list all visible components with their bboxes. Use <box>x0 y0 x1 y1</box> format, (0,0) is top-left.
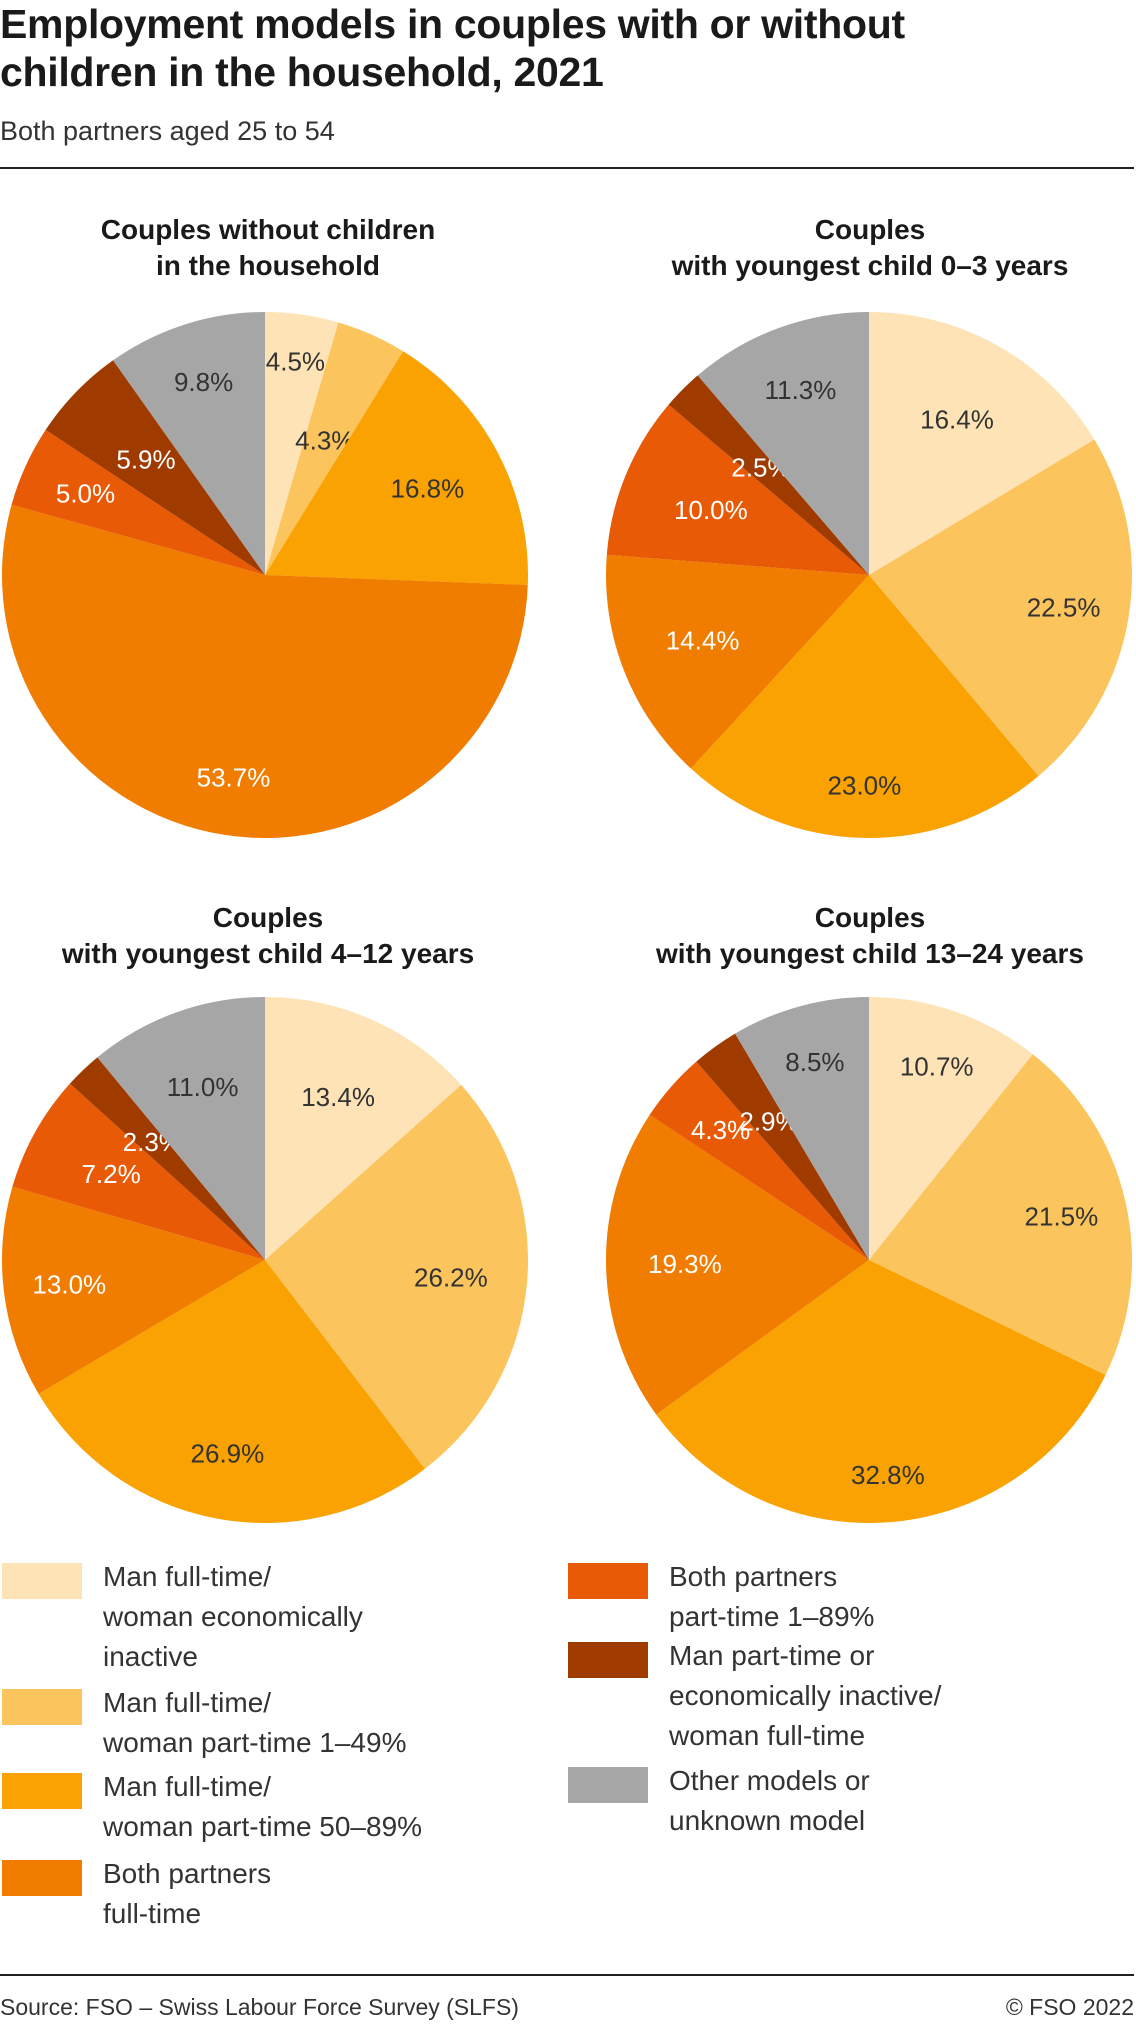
slice-value-label: 9.8% <box>174 367 233 397</box>
legend-label: Other models or unknown model <box>669 1765 870 1836</box>
pie-slice-both-partners-part-time-1-89 <box>11 429 266 575</box>
pie-slice-man-full-time-woman-part-time-1-49 <box>869 439 1132 777</box>
slice-value-label: 19.3% <box>648 1249 722 1279</box>
pie-chart-child-13-24: 10.7%21.5%32.8%19.3%4.3%2.9%8.5% <box>606 997 1132 1523</box>
slice-value-label: 13.4% <box>301 1082 375 1112</box>
pie-slice-man-full-time-woman-part-time-50-89 <box>265 351 528 585</box>
pie-slice-man-full-time-woman-economically-inactive <box>265 997 462 1260</box>
pie-slice-man-part-time-or-economically-inactive-woman-full-time <box>668 375 869 575</box>
legend-swatch <box>2 1563 82 1599</box>
slice-value-label: 7.2% <box>81 1159 140 1189</box>
pie-slice-both-partners-part-time-1-89 <box>649 1061 869 1260</box>
slice-value-label: 23.0% <box>828 770 902 800</box>
slice-value-label: 26.2% <box>414 1263 488 1293</box>
slice-value-label: 11.0% <box>167 1072 239 1102</box>
slice-value-label: 16.4% <box>920 404 994 434</box>
pie-slice-both-partners-full-time <box>606 554 869 769</box>
slice-value-label: 32.8% <box>851 1460 925 1490</box>
pie-slice-man-full-time-woman-economically-inactive <box>869 997 1033 1260</box>
legend-swatch <box>568 1642 648 1678</box>
pie-slice-man-full-time-woman-part-time-50-89 <box>38 1260 425 1524</box>
legend-swatch <box>2 1773 82 1809</box>
legend-swatch <box>2 1860 82 1896</box>
pie-chart-child-4-12: 13.4%26.2%26.9%13.0%7.2%2.3%11.0% <box>1 997 528 1524</box>
pie-title-child-13-24: Couples with youngest child 13–24 years <box>656 902 1084 969</box>
slice-value-label: 14.4% <box>666 626 740 656</box>
pie-slice-man-full-time-woman-economically-inactive <box>265 312 339 575</box>
pie-slice-both-partners-part-time-1-89 <box>606 404 869 575</box>
pie-slice-other-models-or-unknown-model <box>97 997 265 1260</box>
top-divider <box>0 167 1134 169</box>
pie-slice-other-models-or-unknown-model <box>697 312 869 575</box>
chart-title: Employment models in couples with or wit… <box>0 1 905 95</box>
pie-slice-man-full-time-woman-part-time-1-49 <box>265 322 404 575</box>
pie-slice-man-full-time-woman-economically-inactive <box>869 312 1095 575</box>
pie-slice-man-full-time-woman-part-time-50-89 <box>690 575 1039 838</box>
slice-value-label: 26.9% <box>191 1439 265 1469</box>
slice-value-label: 16.8% <box>391 473 465 503</box>
legend-swatch <box>568 1563 648 1599</box>
slice-value-label: 13.0% <box>32 1270 106 1300</box>
pie-slice-man-full-time-woman-part-time-50-89 <box>656 1260 1106 1523</box>
legend-label: Man full-time/ woman part-time 1–49% <box>103 1687 407 1758</box>
slice-value-label: 11.3% <box>765 375 837 405</box>
pie-chart-no-children: 4.5%4.3%16.8%53.7%5.0%5.9%9.8% <box>1 312 528 839</box>
pie-slice-both-partners-full-time <box>1 1186 266 1394</box>
pie-slice-both-partners-full-time <box>1 504 528 839</box>
pie-slice-man-part-time-or-economically-inactive-woman-full-time <box>69 1057 265 1260</box>
pie-title-no-children: Couples without children in the househol… <box>100 214 436 281</box>
bottom-divider <box>0 1974 1134 1976</box>
pie-chart-child-0-3: 16.4%22.5%23.0%14.4%10.0%2.5%11.3% <box>606 312 1132 838</box>
slice-value-label: 10.0% <box>674 495 748 525</box>
source-note: Source: FSO – Swiss Labour Force Survey … <box>0 1994 519 2020</box>
slice-value-label: 8.5% <box>785 1047 844 1077</box>
pie-title-child-4-12: Couples with youngest child 4–12 years <box>61 902 475 969</box>
legend-swatch <box>568 1767 648 1803</box>
legend-label: Both partners full-time <box>103 1858 272 1929</box>
legend-label: Man full-time/ woman economically inacti… <box>103 1561 363 1672</box>
pie-slice-other-models-or-unknown-model <box>113 312 265 575</box>
pie-slice-man-part-time-or-economically-inactive-woman-full-time <box>45 360 265 575</box>
pie-slice-other-models-or-unknown-model <box>735 997 869 1260</box>
pie-slice-both-partners-part-time-1-89 <box>12 1083 265 1260</box>
pie-title-child-0-3: Couples with youngest child 0–3 years <box>671 214 1069 281</box>
legend-label: Both partners part-time 1–89% <box>669 1561 875 1632</box>
chart-subtitle: Both partners aged 25 to 54 <box>0 116 335 146</box>
slice-value-label: 4.3% <box>691 1115 750 1145</box>
copyright-note: © FSO 2022 <box>1005 1994 1134 2020</box>
legend-label: Man full-time/ woman part-time 50–89% <box>103 1771 423 1842</box>
legend-label: Man part-time or economically inactive/ … <box>669 1640 942 1751</box>
slice-value-label: 5.9% <box>116 445 175 475</box>
slice-value-label: 4.5% <box>266 347 325 377</box>
pie-slice-man-full-time-woman-part-time-1-49 <box>869 1054 1132 1375</box>
slice-value-label: 5.0% <box>56 478 115 508</box>
slice-value-label: 10.7% <box>900 1051 974 1081</box>
slice-value-label: 21.5% <box>1025 1201 1099 1231</box>
pie-slice-both-partners-full-time <box>606 1114 869 1415</box>
pie-slice-man-full-time-woman-part-time-1-49 <box>265 1084 528 1469</box>
legend-swatch <box>2 1689 82 1725</box>
pie-slice-man-part-time-or-economically-inactive-woman-full-time <box>696 1033 869 1260</box>
slice-value-label: 53.7% <box>197 763 271 793</box>
slice-value-label: 22.5% <box>1027 592 1101 622</box>
